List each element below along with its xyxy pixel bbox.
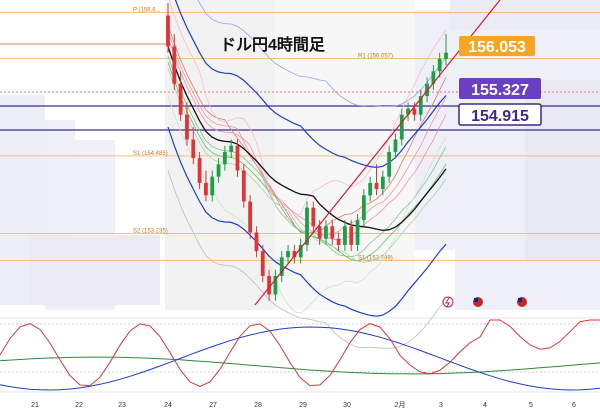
candle-body xyxy=(399,114,404,140)
candle-body xyxy=(248,201,253,233)
candle-body xyxy=(172,46,177,84)
candle-body xyxy=(349,226,354,245)
outer-band-line xyxy=(167,170,447,349)
candle-body xyxy=(229,145,234,152)
x-tick-label: 23 xyxy=(118,402,126,409)
level-label: P (156.8... xyxy=(133,7,161,13)
candle-body xyxy=(317,226,322,239)
candle-body xyxy=(343,226,347,245)
x-tick-label: 27 xyxy=(209,402,217,409)
candle-body xyxy=(197,158,202,183)
candle-body xyxy=(222,151,227,165)
candle-body xyxy=(241,170,246,202)
candle-body xyxy=(418,96,423,115)
candle-body xyxy=(273,275,278,295)
candle-body xyxy=(374,182,379,190)
oscillator-line xyxy=(0,356,600,375)
x-tick-label: 29 xyxy=(299,402,307,409)
candle-body xyxy=(431,71,436,84)
outer-band-line xyxy=(197,0,447,107)
candle-body xyxy=(437,58,442,72)
level-label: S1 (154.485) xyxy=(133,151,168,157)
candle-body xyxy=(178,83,183,115)
candle-body xyxy=(267,275,271,295)
svg-text:156.053: 156.053 xyxy=(468,39,526,56)
x-tick-label: 22 xyxy=(75,402,83,409)
x-tick-label: 6 xyxy=(572,402,576,409)
x-tick-label: 2月 xyxy=(395,401,406,409)
svg-text:154.915: 154.915 xyxy=(471,108,529,125)
candle-body xyxy=(355,220,360,245)
candle-body xyxy=(298,244,303,258)
oscillator-line xyxy=(0,319,600,388)
x-axis: 21 22 23 24 27 28 29 30 2月 3 4 5 6 xyxy=(31,401,576,409)
candle-body xyxy=(292,251,297,258)
candle-body xyxy=(305,207,309,245)
event-icons xyxy=(442,296,527,308)
candle-body xyxy=(254,232,259,252)
candle-body xyxy=(368,182,373,196)
candle-body xyxy=(235,145,240,171)
x-tick-label: 21 xyxy=(31,402,39,409)
level-label: S1 (152.799) xyxy=(358,255,393,261)
candle-body xyxy=(260,251,265,276)
moving-average-ribbons xyxy=(167,0,447,349)
candle-body xyxy=(393,139,398,152)
candle-body xyxy=(361,195,366,221)
candle-body xyxy=(380,176,385,190)
candle-body xyxy=(185,114,189,140)
candle-body xyxy=(210,176,215,196)
candle-body xyxy=(444,52,448,59)
ma-line xyxy=(168,0,447,220)
candle-body xyxy=(191,139,196,159)
candle-body xyxy=(387,151,392,177)
pivot-levels: P (156.8... R1 (156.057) S1 (154.485) S2 (1… xyxy=(0,7,600,261)
candle-body xyxy=(279,257,284,276)
x-tick-label: 4 xyxy=(483,402,487,409)
x-tick-label: 5 xyxy=(529,402,533,409)
candle-body xyxy=(336,238,341,245)
price-tag-purple: 155.327 xyxy=(459,78,541,99)
candlestick-series xyxy=(166,3,448,301)
oscillator-line xyxy=(0,326,600,391)
candle-body xyxy=(406,108,410,115)
price-tag-orange: 156.053 xyxy=(459,36,535,56)
price-tag-white: 154.915 xyxy=(458,103,542,126)
ma-line xyxy=(167,95,447,314)
candle-body xyxy=(330,226,335,239)
upper-band-line xyxy=(174,0,447,169)
level-label: S2 (153.235) xyxy=(133,228,168,234)
candle-body xyxy=(204,182,208,196)
x-tick-label: 28 xyxy=(254,402,262,409)
candle-body xyxy=(216,164,221,177)
flash-icon xyxy=(442,296,454,308)
level-label: R1 (156.057) xyxy=(358,53,393,59)
lower-band-line xyxy=(167,126,447,317)
candle-body xyxy=(412,108,417,115)
ma-main-line xyxy=(167,46,447,232)
chart-title: ドル円4時間足 xyxy=(220,35,326,54)
x-tick-label: 3 xyxy=(439,402,443,409)
candle-body xyxy=(324,226,328,239)
candle-body xyxy=(166,15,170,47)
oscillator-panel xyxy=(0,317,600,393)
candle-body xyxy=(311,207,316,227)
x-tick-label: 24 xyxy=(164,402,172,409)
svg-text:155.327: 155.327 xyxy=(471,82,529,99)
candle-body xyxy=(286,251,290,258)
x-tick-label: 30 xyxy=(343,402,351,409)
